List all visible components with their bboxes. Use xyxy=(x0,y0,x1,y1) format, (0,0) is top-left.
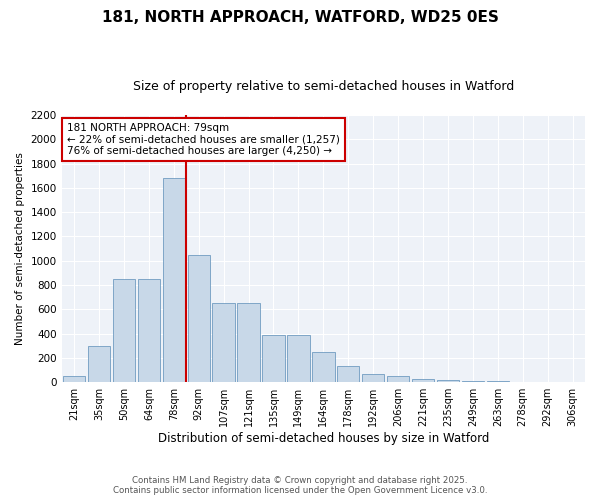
Bar xyxy=(88,346,110,382)
Text: Contains HM Land Registry data © Crown copyright and database right 2025.
Contai: Contains HM Land Registry data © Crown c… xyxy=(113,476,487,495)
Bar xyxy=(387,376,409,382)
Text: 181 NORTH APPROACH: 79sqm
← 22% of semi-detached houses are smaller (1,257)
76% : 181 NORTH APPROACH: 79sqm ← 22% of semi-… xyxy=(67,123,340,156)
Bar xyxy=(461,381,484,382)
Bar xyxy=(437,380,459,382)
Bar xyxy=(188,254,210,382)
Bar xyxy=(262,335,285,382)
Bar xyxy=(287,335,310,382)
Bar xyxy=(487,381,509,382)
Bar xyxy=(238,304,260,382)
Bar xyxy=(362,374,385,382)
Bar xyxy=(137,279,160,382)
Bar xyxy=(312,352,335,382)
Y-axis label: Number of semi-detached properties: Number of semi-detached properties xyxy=(15,152,25,345)
X-axis label: Distribution of semi-detached houses by size in Watford: Distribution of semi-detached houses by … xyxy=(158,432,489,445)
Bar xyxy=(163,178,185,382)
Bar xyxy=(337,366,359,382)
Title: Size of property relative to semi-detached houses in Watford: Size of property relative to semi-detach… xyxy=(133,80,514,93)
Text: 181, NORTH APPROACH, WATFORD, WD25 0ES: 181, NORTH APPROACH, WATFORD, WD25 0ES xyxy=(101,10,499,25)
Bar xyxy=(212,304,235,382)
Bar xyxy=(63,376,85,382)
Bar xyxy=(113,279,135,382)
Bar xyxy=(412,378,434,382)
